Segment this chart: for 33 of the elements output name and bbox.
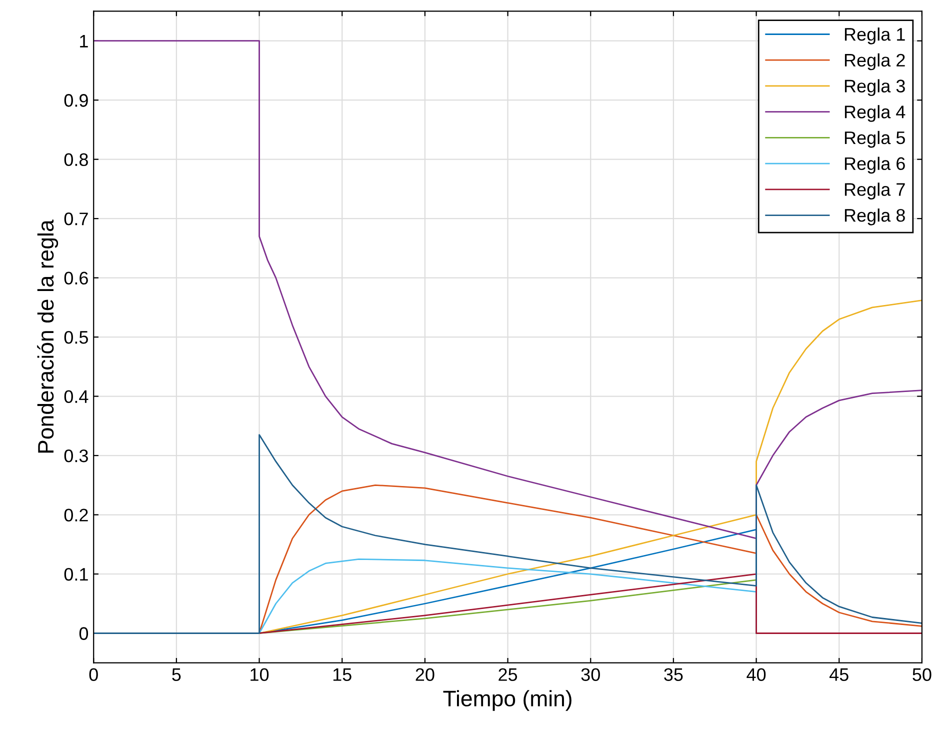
x-tick-label: 0 (89, 668, 98, 681)
y-tick-label: 0.7 (64, 212, 88, 226)
x-tick-label: 10 (250, 668, 269, 681)
x-tick-label: 25 (498, 668, 518, 681)
legend-label: Regla 5 (844, 130, 905, 148)
y-tick-label: 0.1 (64, 568, 88, 581)
y-tick-label: 0.3 (64, 449, 88, 462)
x-tick-label: 50 (912, 668, 932, 681)
x-axis-title: Tiempo (min) (443, 690, 572, 711)
y-axis-title: Ponderación de la regla (37, 220, 58, 453)
legend-label: Regla 1 (844, 27, 905, 44)
x-tick-label: 45 (830, 668, 848, 681)
y-tick-label: 0.8 (64, 153, 88, 166)
y-tick-label: 1 (80, 34, 88, 48)
x-tick-label: 35 (664, 668, 683, 681)
x-tick-label: 30 (581, 668, 600, 681)
x-tick-label: 15 (333, 668, 352, 681)
y-tick-label: 0.6 (64, 272, 88, 285)
y-tick-label: 0.9 (64, 94, 88, 107)
x-tick-label: 20 (416, 668, 434, 681)
legend-label: Regla 8 (844, 208, 905, 226)
legend-label: Regla 4 (844, 105, 906, 122)
x-tick-label: 40 (746, 668, 766, 681)
y-tick-label: 0.5 (64, 330, 88, 344)
y-tick-label: 0.4 (64, 390, 88, 404)
y-tick-label: 0.2 (64, 508, 88, 522)
legend-label: Regla 6 (844, 156, 905, 174)
line-series (94, 434, 922, 634)
legend-label: Regla 7 (844, 182, 905, 200)
legend-label: Regla 2 (844, 53, 905, 70)
x-tick-label: 5 (172, 668, 181, 681)
legend-label: Regla 3 (844, 79, 905, 96)
y-tick-label: 0 (79, 627, 88, 640)
